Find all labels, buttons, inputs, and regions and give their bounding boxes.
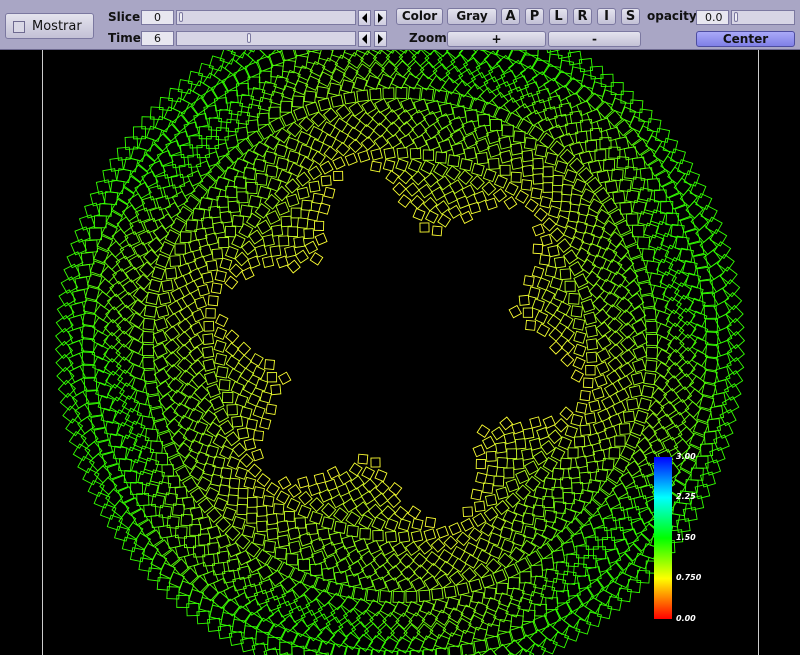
view-button-s[interactable]: S <box>621 8 640 25</box>
zoom-out-button[interactable]: - <box>548 31 641 47</box>
colorbar-tick-min: 0.00 <box>676 614 696 623</box>
colorbar-tick-mid: 1.50 <box>676 533 696 542</box>
mostrar-label: Mostrar <box>32 19 82 34</box>
color-button[interactable]: Color <box>396 8 443 25</box>
time-prev-button[interactable] <box>358 31 371 47</box>
mesh-squares <box>54 50 746 655</box>
mesh-render <box>42 50 759 655</box>
view-button-i[interactable]: I <box>597 8 616 25</box>
view-button-p[interactable]: P <box>525 8 544 25</box>
slice-slider[interactable] <box>176 10 356 25</box>
view-button-a[interactable]: A <box>501 8 520 25</box>
zoom-label: Zoom <box>409 31 447 45</box>
slice-slider-thumb[interactable] <box>179 12 183 22</box>
colorbar <box>654 457 672 619</box>
opacity-slider[interactable] <box>731 10 795 25</box>
opacity-value-field[interactable]: 0.0 <box>696 10 729 25</box>
slice-next-button[interactable] <box>374 10 387 26</box>
slice-label: Slice <box>108 10 141 24</box>
colorbar-tick-2: 2.25 <box>676 492 696 501</box>
time-next-button[interactable] <box>374 31 387 47</box>
opacity-slider-thumb[interactable] <box>734 12 738 22</box>
time-slider-thumb[interactable] <box>247 33 251 43</box>
mostrar-toggle[interactable]: Mostrar <box>5 13 94 39</box>
view-button-r[interactable]: R <box>573 8 592 25</box>
mostrar-checkbox[interactable] <box>13 21 25 33</box>
center-button[interactable]: Center <box>696 31 795 47</box>
time-slider[interactable] <box>176 31 356 46</box>
colorbar-tick-max: 3.00 <box>676 452 696 461</box>
render-viewport[interactable]: 3.00 2.25 1.50 0.750 0.00 <box>0 50 800 655</box>
view-button-l[interactable]: L <box>549 8 568 25</box>
time-label: Time <box>108 31 141 45</box>
time-value-field[interactable]: 6 <box>141 31 174 46</box>
zoom-in-button[interactable]: + <box>447 31 546 47</box>
slice-prev-button[interactable] <box>358 10 371 26</box>
gray-button[interactable]: Gray <box>447 8 497 25</box>
opacity-label: opacity <box>647 9 697 23</box>
slice-value-field[interactable]: 0 <box>141 10 174 25</box>
colorbar-tick-4: 0.750 <box>676 573 702 582</box>
toolbar: Mostrar Slice 0 Time 6 Color Gray A P L … <box>0 0 800 50</box>
